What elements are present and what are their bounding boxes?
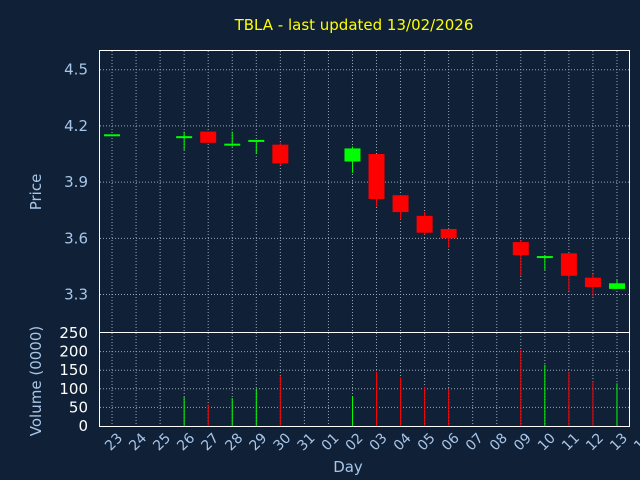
candle-body bbox=[368, 154, 385, 199]
candle-body bbox=[248, 139, 265, 142]
x-tick-label: 11 bbox=[559, 430, 583, 454]
volume-grid bbox=[100, 333, 629, 426]
x-tick-label: 03 bbox=[367, 430, 391, 454]
candlestick-series bbox=[104, 131, 625, 297]
volume-tick-label: 50 bbox=[69, 398, 88, 416]
x-tick-label: 12 bbox=[583, 430, 607, 454]
volume-tick-label: 150 bbox=[59, 361, 88, 379]
volume-axis-label: Volume (0000) bbox=[27, 326, 45, 436]
x-tick-label: 08 bbox=[487, 430, 511, 454]
candle-body bbox=[536, 256, 553, 259]
candle-body bbox=[560, 253, 577, 276]
x-tick-label: 10 bbox=[535, 430, 559, 454]
x-tick-label: 31 bbox=[295, 430, 319, 454]
candle-body bbox=[344, 148, 361, 162]
candle-body bbox=[608, 283, 625, 289]
x-tick-label: 30 bbox=[271, 430, 295, 454]
x-tick-label: 06 bbox=[439, 430, 463, 454]
candle-body bbox=[272, 144, 289, 164]
x-tick-label: 05 bbox=[415, 430, 439, 454]
x-tick-label: 13 bbox=[607, 430, 631, 454]
volume-tick-label: 100 bbox=[59, 380, 88, 398]
x-tick-label: 02 bbox=[343, 430, 367, 454]
x-tick-label: 01 bbox=[319, 430, 343, 454]
price-tick-labels: 3.3 3.6 3.9 4.2 4.5 bbox=[64, 61, 88, 304]
candle-body bbox=[512, 242, 529, 256]
x-tick-label: 04 bbox=[391, 430, 415, 454]
x-tick-label: 29 bbox=[246, 430, 270, 454]
candle-body bbox=[440, 228, 457, 239]
price-tick-label: 4.2 bbox=[64, 117, 88, 135]
x-tick-label: 27 bbox=[198, 430, 222, 454]
x-tick-label: 24 bbox=[126, 430, 150, 454]
price-tick-label: 3.9 bbox=[64, 173, 88, 191]
x-tick-label: 28 bbox=[222, 430, 246, 454]
price-plot-frame bbox=[99, 50, 630, 333]
price-grid bbox=[100, 51, 629, 332]
volume-tick-label: 0 bbox=[78, 417, 88, 435]
candle-body bbox=[392, 195, 409, 213]
volume-series bbox=[183, 349, 618, 426]
price-axis-label: Price bbox=[27, 174, 45, 211]
candle-body bbox=[176, 136, 193, 139]
volume-tick-label: 250 bbox=[59, 324, 88, 342]
chart-title: TBLA - last updated 13/02/2026 bbox=[234, 16, 474, 34]
x-tick-labels: 23 24 25 26 27 28 29 30 31 01 02 03 04 05 06 07 08 09 10 11… bbox=[102, 430, 640, 454]
volume-tick-label: 200 bbox=[59, 343, 88, 361]
candle-body bbox=[416, 215, 433, 233]
x-tick-label: 23 bbox=[102, 430, 126, 454]
x-axis-label: Day bbox=[333, 458, 363, 476]
candle-body bbox=[200, 131, 217, 143]
x-tick-label: 25 bbox=[150, 430, 174, 454]
candle-body bbox=[224, 143, 241, 146]
price-tick-label: 4.5 bbox=[64, 61, 88, 79]
candle-body bbox=[104, 134, 121, 137]
volume-plot-frame bbox=[99, 332, 630, 427]
x-tick-label: 26 bbox=[174, 430, 198, 454]
x-tick-label: 09 bbox=[511, 430, 535, 454]
price-tick-label: 3.3 bbox=[64, 286, 88, 304]
x-tick-label: 07 bbox=[463, 430, 487, 454]
x-tick-label: 14 bbox=[631, 430, 640, 454]
price-tick-label: 3.6 bbox=[64, 229, 88, 247]
candle-body bbox=[584, 277, 601, 288]
